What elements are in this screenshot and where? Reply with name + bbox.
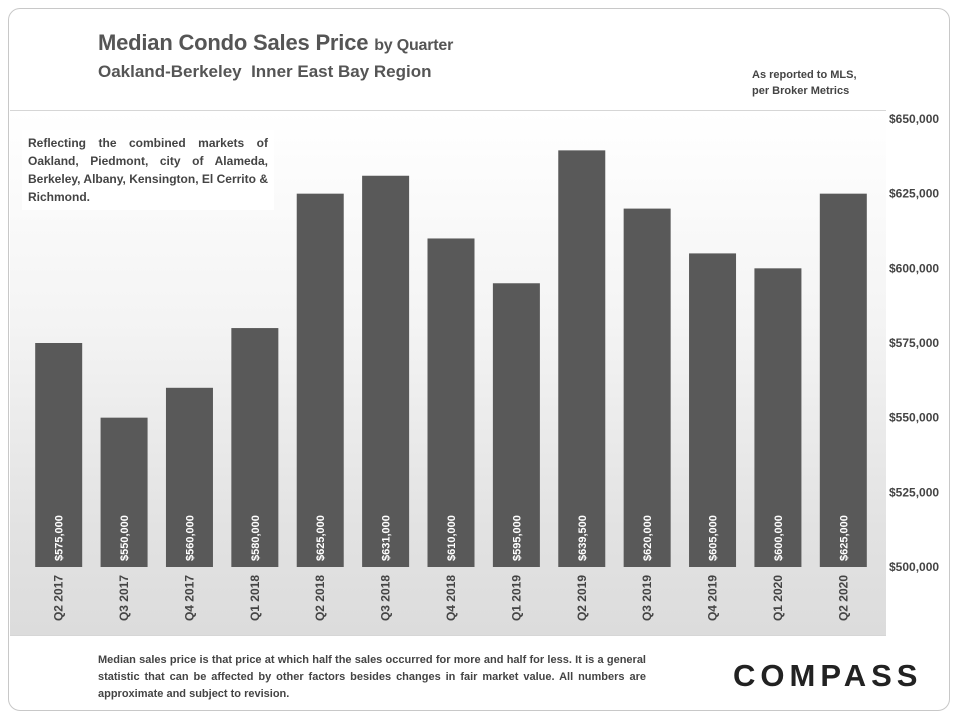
y-tick-label: $650,000 xyxy=(889,112,939,126)
bar xyxy=(689,253,737,567)
bar-value-label: $560,000 xyxy=(184,515,196,561)
bar-value-label: $625,000 xyxy=(838,515,850,561)
x-tick-label: Q3 2018 xyxy=(379,575,393,621)
y-tick-label: $550,000 xyxy=(889,411,939,425)
y-tick-label: $600,000 xyxy=(889,261,939,275)
source-note: As reported to MLS, per Broker Metrics xyxy=(752,67,872,99)
x-tick-label: Q1 2020 xyxy=(771,575,785,621)
bar-value-label: $625,000 xyxy=(315,515,327,561)
title-suffix: by Quarter xyxy=(374,37,454,54)
x-tick-label: Q2 2018 xyxy=(313,575,327,621)
bar-value-label: $639,500 xyxy=(577,515,589,561)
y-tick-label: $500,000 xyxy=(889,560,939,574)
chart-title: Median Condo Sales Price by Quarter xyxy=(98,30,453,56)
bar-value-label: $580,000 xyxy=(250,515,262,561)
bar-value-label: $610,000 xyxy=(446,515,458,561)
bar-value-label: $550,000 xyxy=(119,515,131,561)
x-tick-label: Q2 2020 xyxy=(836,575,850,621)
title-block: Median Condo Sales Price by Quarter Oakl… xyxy=(98,30,453,82)
bar xyxy=(558,150,606,568)
bar xyxy=(296,193,344,567)
bar xyxy=(427,238,475,567)
source-line-1: As reported to MLS, xyxy=(752,69,857,81)
bar xyxy=(165,387,213,567)
x-tick-label: Q4 2018 xyxy=(444,575,458,621)
bar xyxy=(35,343,83,567)
bar xyxy=(231,328,279,567)
x-tick-label: Q1 2019 xyxy=(509,575,523,621)
x-tick-label: Q2 2019 xyxy=(575,575,589,621)
x-tick-label: Q1 2018 xyxy=(248,575,262,621)
bar-value-label: $600,000 xyxy=(773,515,785,561)
bar-value-label: $620,000 xyxy=(642,515,654,561)
bar-value-label: $631,000 xyxy=(381,515,393,561)
y-tick-label: $525,000 xyxy=(889,485,939,499)
source-line-2: per Broker Metrics xyxy=(752,85,850,97)
bar-value-label: $605,000 xyxy=(708,515,720,561)
x-tick-label: Q4 2017 xyxy=(182,575,196,621)
bar xyxy=(819,193,867,567)
bar xyxy=(623,208,671,567)
x-tick-label: Q2 2017 xyxy=(52,575,66,621)
bar xyxy=(492,283,540,567)
footer-disclaimer: Median sales price is that price at whic… xyxy=(98,654,646,700)
bar-value-label: $575,000 xyxy=(54,515,66,561)
bar-value-label: $595,000 xyxy=(511,515,523,561)
bar xyxy=(754,268,802,567)
bar xyxy=(100,417,148,567)
y-tick-label: $625,000 xyxy=(889,187,939,201)
region-note: Reflecting the combined markets of Oakla… xyxy=(22,130,274,210)
title-main: Median Condo Sales Price xyxy=(98,30,369,55)
compass-logo: COMPASS xyxy=(733,658,923,693)
y-tick-label: $575,000 xyxy=(889,336,939,350)
chart-subtitle: Oakland-Berkeley Inner East Bay Region xyxy=(98,62,432,81)
x-tick-label: Q3 2019 xyxy=(640,575,654,621)
bar xyxy=(362,175,410,567)
x-tick-label: Q3 2017 xyxy=(117,575,131,621)
x-tick-label: Q4 2019 xyxy=(706,575,720,621)
